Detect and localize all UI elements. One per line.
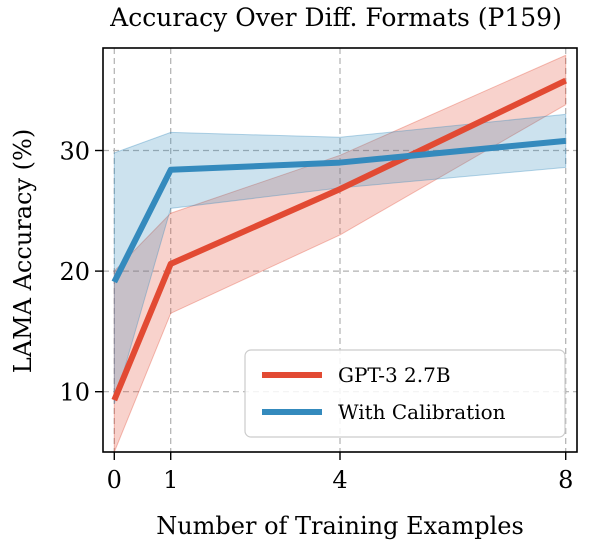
x-tick-label: 4 <box>332 466 347 494</box>
y-tick-label: 30 <box>59 138 90 166</box>
chart-title: Accuracy Over Diff. Formats (P159) <box>109 3 562 32</box>
y-ticks: 10 20 30 <box>59 138 103 407</box>
x-ticks: 0 1 4 8 <box>107 452 573 494</box>
series-line-0 <box>111 77 568 402</box>
x-tick-label: 1 <box>163 466 178 494</box>
series-lines <box>111 77 568 402</box>
y-tick-label: 20 <box>59 258 90 286</box>
legend: GPT-3 2.7B With Calibration <box>244 349 566 438</box>
legend-label-0: GPT-3 2.7B <box>338 363 451 387</box>
x-tick-label: 8 <box>558 466 573 494</box>
y-tick-label: 10 <box>59 379 90 407</box>
series-line-1 <box>111 137 567 284</box>
legend-label-1: With Calibration <box>338 400 506 424</box>
confidence-band-1 <box>113 113 567 404</box>
legend-box <box>244 349 566 438</box>
x-tick-label: 0 <box>107 466 122 494</box>
y-axis-label: LAMA Accuracy (%) <box>9 129 37 373</box>
x-axis-label: Number of Training Examples <box>156 512 524 540</box>
